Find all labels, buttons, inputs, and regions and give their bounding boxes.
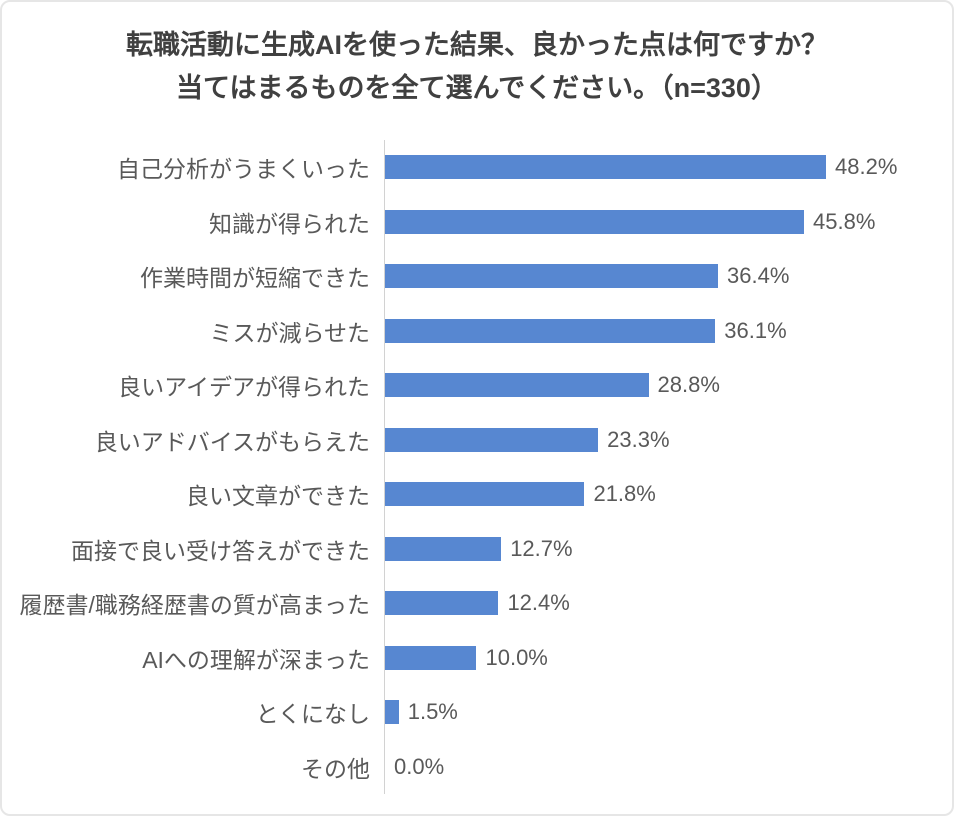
category-label: 知識が得られた [209,210,370,237]
chart-title: 転職活動に生成AIを使った結果、良かった点は何ですか？ 当てはまるものを全て選ん… [2,24,952,110]
bar [385,155,826,180]
plot-area: 28.8% [384,358,938,413]
plot-area: 36.4% [384,249,938,304]
value-label: 21.8% [593,481,656,507]
chart-row: その他 0.0% [16,739,938,794]
bar-chart-plot: 自己分析がうまくいった 48.2% 知識が得られた 45.8% 作業時間が短縮で… [16,140,938,794]
value-label: 45.8% [813,208,876,234]
chart-row: 作業時間が短縮できた 36.4% [16,249,938,304]
value-label: 12.4% [507,590,570,616]
chart-row: 良いアイデアが得られた 28.8% [16,358,938,413]
value-label: 1.5% [407,699,458,725]
category-label: 良い文章ができた [186,483,370,510]
plot-area: 12.7% [384,521,938,576]
category-label: 面接で良い受け答えができた [71,537,370,564]
category-label: ミスが減らせた [209,319,370,346]
chart-title-line1: 転職活動に生成AIを使った結果、良かった点は何ですか？ [126,30,828,60]
plot-area: 23.3% [384,412,938,467]
chart-row: 履歴書/職務経歴書の質が高まった 12.4% [16,576,938,631]
value-label: 23.3% [607,426,670,452]
plot-area: 1.5% [384,685,938,740]
value-label: 28.8% [657,372,720,398]
plot-area: 21.8% [384,467,938,522]
value-label: 0.0% [394,753,445,779]
category-label: 自己分析がうまくいった [117,156,370,183]
category-label: その他 [301,755,370,782]
bar [385,318,716,343]
plot-area: 36.1% [384,303,938,358]
category-label: とくになし [255,701,370,728]
chart-row: 面接で良い受け答えができた 12.7% [16,521,938,576]
bar [385,645,477,670]
bar [385,427,599,452]
chart-row: ミスが減らせた 36.1% [16,303,938,358]
bar [385,209,805,234]
chart-title-line2: 当てはまるものを全て選んでください。（n=330） [176,73,778,103]
category-label: 履歴書/職務経歴書の質が高まった [19,592,370,619]
bar [385,591,499,616]
bar [385,700,399,725]
bar [385,482,585,507]
chart-row: 良い文章ができた 21.8% [16,467,938,522]
plot-area: 45.8% [384,194,938,249]
value-label: 36.1% [724,317,787,343]
plot-area: 0.0% [384,739,938,794]
category-label: AIへの理解が深まった [142,646,370,673]
value-label: 12.7% [510,535,573,561]
plot-area: 48.2% [384,140,938,195]
category-label: 良いアイデアが得られた [118,374,370,401]
category-label: 良いアドバイスがもらえた [94,428,370,455]
value-label: 48.2% [835,154,898,180]
plot-area: 12.4% [384,576,938,631]
plot-area: 10.0% [384,630,938,685]
bar [385,264,719,289]
chart-row: 自己分析がうまくいった 48.2% [16,140,938,195]
value-label: 36.4% [727,263,790,289]
value-label: 10.0% [485,644,548,670]
chart-row: 良いアドバイスがもらえた 23.3% [16,412,938,467]
chart-row: AIへの理解が深まった 10.0% [16,630,938,685]
category-label: 作業時間が短縮できた [140,265,370,292]
chart-row: とくになし 1.5% [16,685,938,740]
chart-row: 知識が得られた 45.8% [16,194,938,249]
bar [385,373,649,398]
bar [385,536,502,561]
